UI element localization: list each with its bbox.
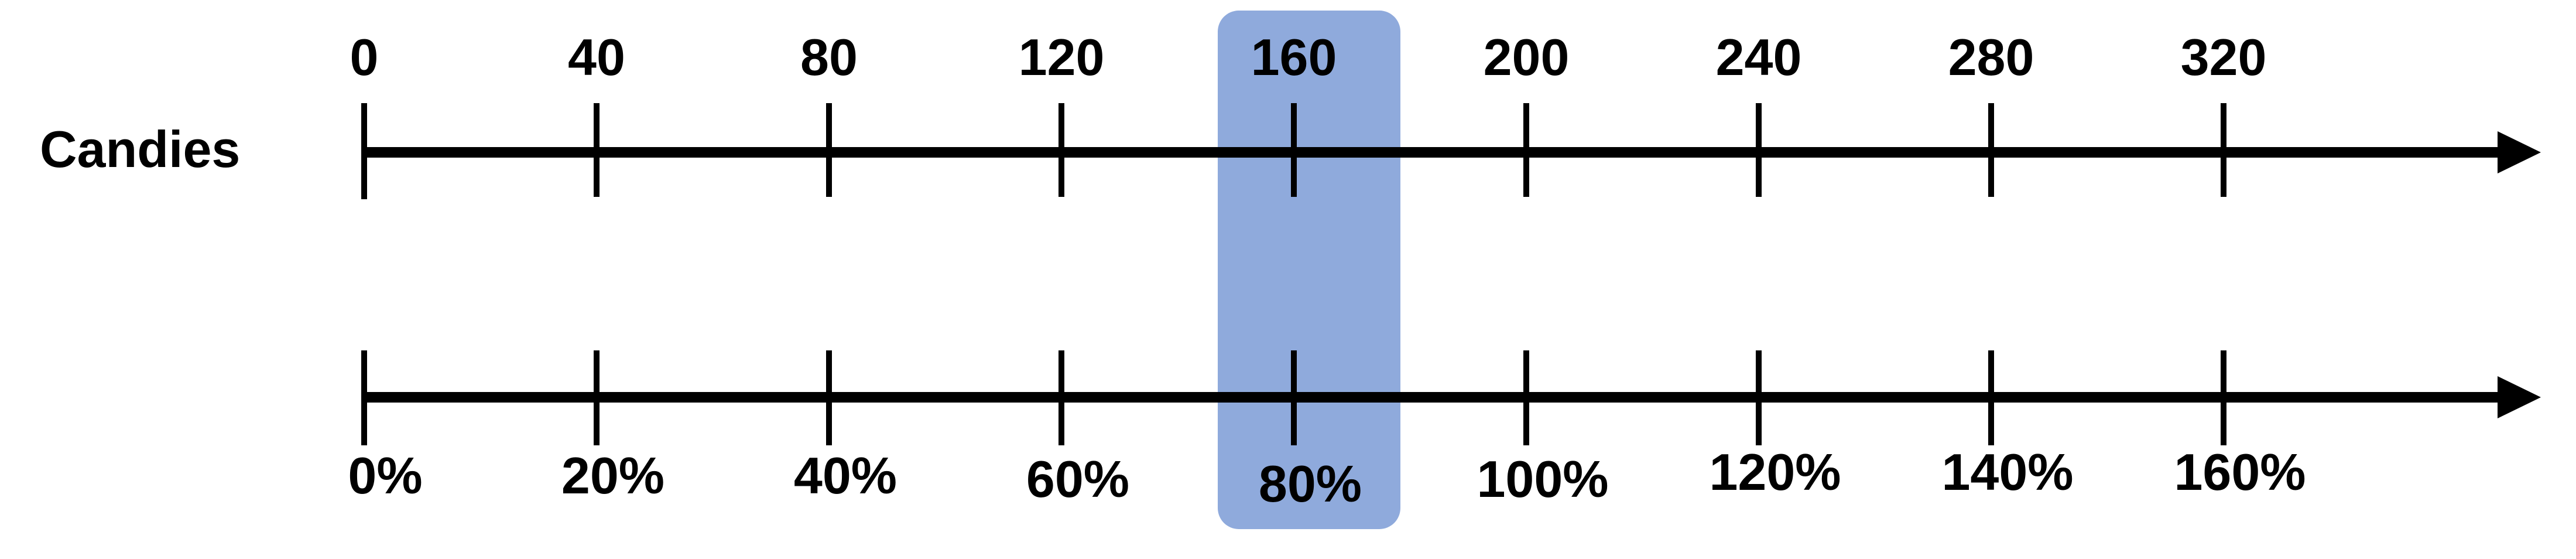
row-label-candies: Candies [40, 120, 240, 178]
top-tick-label-320: 320 [2181, 28, 2267, 86]
bottom-tick-label-80pct: 80% [1259, 455, 1362, 513]
top-tick-label-280: 280 [1948, 28, 2034, 86]
top-tick-label-40: 40 [568, 28, 625, 86]
bottom-tick-label-60pct: 60% [1026, 450, 1129, 508]
bottom-line-arrowhead [2498, 376, 2541, 418]
top-tick-label-120: 120 [1019, 28, 1105, 86]
top-tick-label-200: 200 [1484, 28, 1570, 86]
top-tick-label-240: 240 [1716, 28, 1802, 86]
bottom-tick-label-160pct: 160% [2174, 443, 2306, 501]
top-tick-labels: 0 40 80 120 160 200 240 280 320 [350, 28, 2267, 86]
top-number-line [363, 131, 2541, 173]
highlight-box [1218, 11, 1400, 529]
bottom-tick-labels: 0% 20% 40% 60% 80% 100% 120% 140% 160% [348, 443, 2306, 513]
top-tick-marks [361, 103, 2226, 199]
top-tick-label-80: 80 [800, 28, 858, 86]
bottom-tick-label-140pct: 140% [1941, 443, 2073, 501]
top-tick-label-0: 0 [350, 28, 379, 86]
bottom-tick-label-120pct: 120% [1709, 443, 1841, 501]
bottom-tick-label-40pct: 40% [794, 446, 897, 505]
bottom-tick-marks [361, 350, 2226, 445]
top-tick-label-160: 160 [1251, 28, 1337, 86]
bottom-tick-label-100pct: 100% [1477, 450, 1608, 508]
bottom-number-line [363, 376, 2541, 418]
bottom-tick-label-0pct: 0% [348, 446, 422, 505]
top-line-arrowhead [2498, 131, 2541, 173]
bottom-tick-label-20pct: 20% [561, 446, 664, 505]
